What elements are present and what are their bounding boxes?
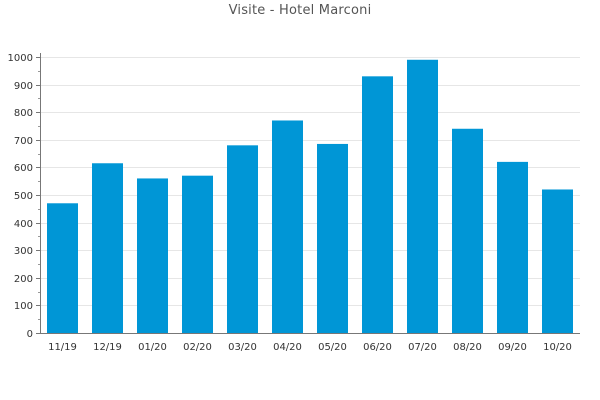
bar-03-20 [227, 145, 258, 333]
x-tick-label: 07/20 [408, 342, 437, 353]
y-tick-label: 600 [14, 163, 33, 174]
y-tick-label: 900 [14, 81, 33, 92]
y-tick-labels: 0 100 200 300 400 500 600 700 800 900 1000 [8, 53, 33, 340]
bar-12-19 [92, 163, 123, 333]
x-tick-label: 10/20 [543, 342, 572, 353]
x-tick-label: 06/20 [363, 342, 392, 353]
y-tick-label: 1000 [8, 53, 33, 64]
bar-01-20 [137, 178, 168, 333]
y-tick-label: 0 [27, 329, 33, 340]
x-tick-label: 01/20 [138, 342, 167, 353]
y-tick-label: 700 [14, 136, 33, 147]
bar-04-20 [272, 120, 303, 333]
y-tick-label: 500 [14, 191, 33, 202]
bar-09-20 [497, 161, 528, 333]
x-tick-label: 08/20 [453, 342, 482, 353]
y-tick-label: 200 [14, 274, 33, 285]
axes [36, 53, 580, 334]
x-tick-labels: 11/19 12/19 01/20 02/20 03/20 04/20 05/20 06/20… [48, 342, 572, 353]
bar-08-20 [452, 128, 483, 333]
y-tick-label: 800 [14, 108, 33, 119]
chart-title: Visite - Hotel Marconi [228, 3, 372, 18]
x-tick-label: 02/20 [183, 342, 212, 353]
bars [47, 59, 573, 333]
bar-10-20 [542, 189, 573, 333]
bar-06-20 [362, 76, 393, 333]
y-tick-label: 100 [14, 301, 33, 312]
x-tick-label: 03/20 [228, 342, 257, 353]
x-tick-label: 12/19 [93, 342, 122, 353]
bar-02-20 [182, 175, 213, 333]
bar-05-20 [317, 143, 348, 333]
x-tick-label: 09/20 [498, 342, 527, 353]
y-tick-label: 400 [14, 219, 33, 230]
grid-lines [40, 57, 580, 306]
bar-07-20 [407, 59, 438, 333]
bar-11-19 [47, 203, 78, 333]
x-tick-label: 11/19 [48, 342, 77, 353]
y-tick-label: 300 [14, 246, 33, 257]
x-tick-label: 05/20 [318, 342, 347, 353]
x-tick-label: 04/20 [273, 342, 302, 353]
